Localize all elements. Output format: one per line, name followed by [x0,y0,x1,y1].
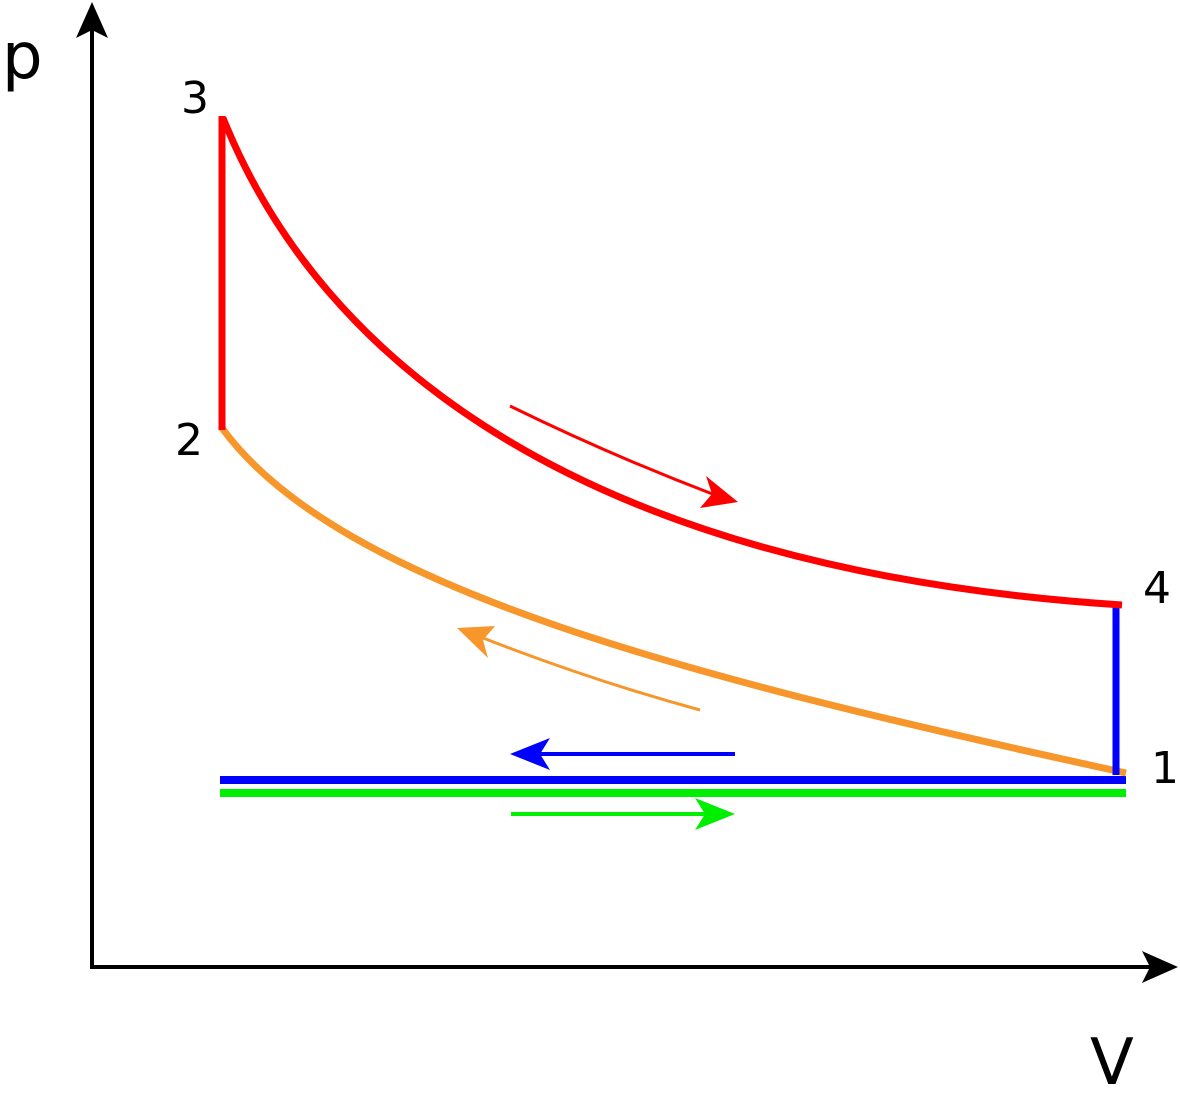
compression-arrowhead [457,626,495,658]
point-label: 3 [181,73,209,124]
compression-arrow [477,634,701,712]
y-axis-arrow [76,2,108,38]
point-label: 1 [1151,743,1179,794]
expansion-arrow [509,404,716,497]
x-axis-label: V [1090,1026,1134,1100]
expansion-curve [219,116,1123,609]
compression-curve [219,425,1127,777]
point-label: 2 [175,415,203,466]
intake-arrowhead [510,738,550,770]
y-axis-label: p [2,20,43,94]
point-label: 4 [1143,563,1171,614]
exhaust-arrowhead [695,798,735,830]
x-axis-arrow [1142,951,1178,983]
expansion-arrowhead [700,476,738,508]
